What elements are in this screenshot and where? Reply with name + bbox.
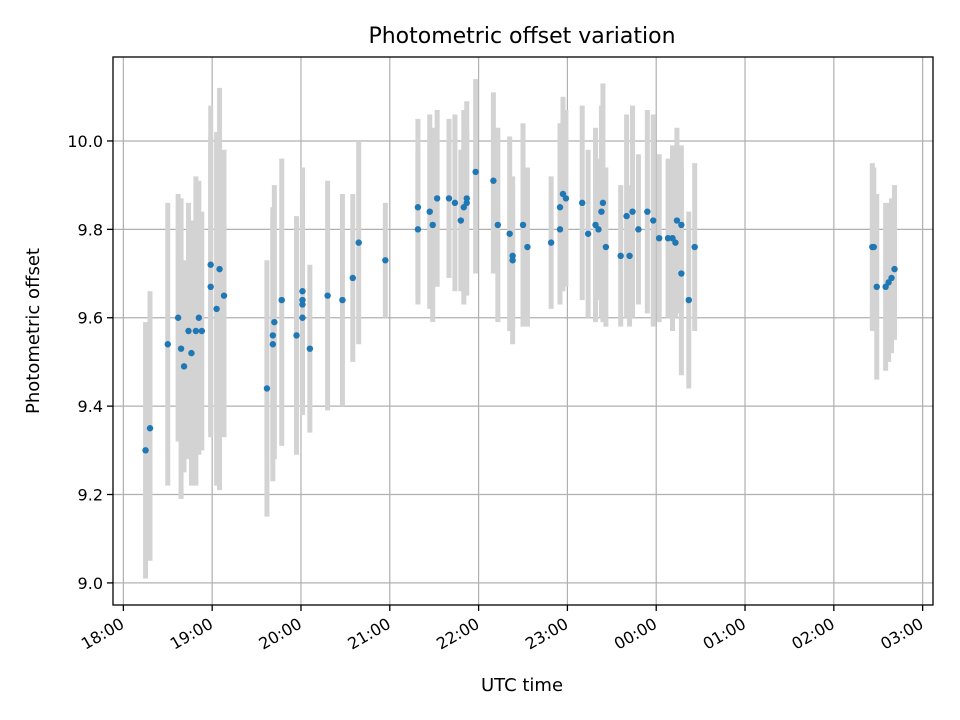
data-point bbox=[891, 265, 898, 273]
data-point bbox=[629, 208, 636, 215]
data-point bbox=[164, 341, 171, 348]
data-point bbox=[216, 265, 223, 273]
data-point bbox=[595, 226, 602, 233]
data-point bbox=[306, 345, 314, 352]
data-point bbox=[617, 252, 624, 260]
y-tick-label: 9.6 bbox=[78, 309, 103, 328]
data-point bbox=[220, 292, 228, 299]
data-point bbox=[185, 327, 192, 335]
chart-title: Photometric offset variation bbox=[368, 24, 675, 49]
data-point bbox=[584, 230, 592, 237]
plot-frame bbox=[112, 56, 934, 606]
data-point bbox=[429, 221, 436, 229]
data-point bbox=[457, 217, 465, 224]
data-point bbox=[349, 274, 356, 282]
data-point bbox=[263, 385, 271, 392]
data-point bbox=[451, 199, 459, 207]
data-point bbox=[685, 296, 692, 304]
data-point bbox=[198, 327, 206, 335]
data-point bbox=[626, 252, 633, 260]
data-point bbox=[299, 314, 306, 321]
data-point bbox=[174, 314, 182, 321]
data-point bbox=[650, 217, 657, 224]
data-point bbox=[602, 243, 610, 251]
data-point bbox=[146, 425, 154, 432]
data-point bbox=[426, 208, 433, 215]
y-tick-label: 9.0 bbox=[78, 574, 103, 593]
y-tick-label: 9.4 bbox=[78, 397, 103, 416]
data-point bbox=[579, 199, 586, 207]
data-point bbox=[299, 296, 306, 304]
data-point bbox=[188, 349, 195, 357]
x-axis-label: UTC time bbox=[481, 675, 563, 696]
data-point bbox=[207, 261, 214, 268]
data-point bbox=[463, 199, 470, 207]
data-point bbox=[269, 332, 277, 339]
data-point bbox=[678, 270, 685, 277]
data-point bbox=[644, 208, 651, 215]
data-point bbox=[299, 301, 306, 308]
data-point bbox=[623, 212, 630, 220]
data-point bbox=[672, 239, 679, 246]
data-point bbox=[299, 288, 306, 295]
data-point bbox=[269, 341, 277, 348]
data-point bbox=[556, 204, 564, 211]
data-point bbox=[382, 257, 389, 264]
data-point bbox=[655, 234, 663, 242]
data-point bbox=[509, 257, 516, 264]
data-point bbox=[556, 226, 564, 233]
y-axis: 9.0 9.2 9.4 9.6 9.8 10.0 bbox=[67, 132, 113, 593]
data-point bbox=[207, 283, 214, 291]
data-point bbox=[192, 327, 200, 335]
data-point bbox=[278, 296, 285, 304]
data-point bbox=[509, 252, 516, 260]
data-point bbox=[463, 195, 470, 202]
data-point bbox=[472, 168, 479, 176]
data-point bbox=[873, 283, 880, 291]
data-point bbox=[598, 208, 605, 215]
data-point bbox=[524, 243, 531, 251]
data-point bbox=[271, 318, 278, 326]
data-point bbox=[673, 217, 681, 224]
data-point bbox=[490, 177, 497, 184]
data-point bbox=[888, 274, 895, 282]
data-point bbox=[506, 230, 513, 237]
data-point bbox=[678, 221, 685, 229]
data-point bbox=[635, 226, 642, 233]
data-point bbox=[180, 363, 188, 370]
data-point bbox=[177, 345, 185, 352]
data-point bbox=[414, 226, 422, 233]
data-point bbox=[195, 314, 203, 321]
y-tick-label: 9.8 bbox=[78, 220, 103, 239]
y-tick-label: 9.2 bbox=[78, 486, 103, 505]
data-point bbox=[599, 199, 607, 207]
data-point bbox=[355, 239, 362, 246]
data-point bbox=[519, 221, 527, 229]
data-point bbox=[870, 243, 877, 251]
data-point bbox=[339, 296, 346, 304]
y-axis-label: Photometric offset bbox=[23, 248, 44, 414]
data-point bbox=[664, 234, 672, 242]
data-points bbox=[142, 168, 898, 454]
data-point bbox=[324, 292, 331, 299]
data-point bbox=[445, 195, 453, 202]
data-point bbox=[293, 332, 300, 339]
data-point bbox=[142, 447, 149, 454]
data-point bbox=[213, 305, 220, 313]
data-point bbox=[547, 239, 555, 246]
y-tick-label: 10.0 bbox=[67, 132, 103, 151]
data-point bbox=[433, 195, 441, 202]
data-point bbox=[494, 221, 502, 229]
data-point bbox=[691, 243, 698, 251]
data-point bbox=[414, 204, 422, 211]
data-point bbox=[562, 195, 570, 202]
